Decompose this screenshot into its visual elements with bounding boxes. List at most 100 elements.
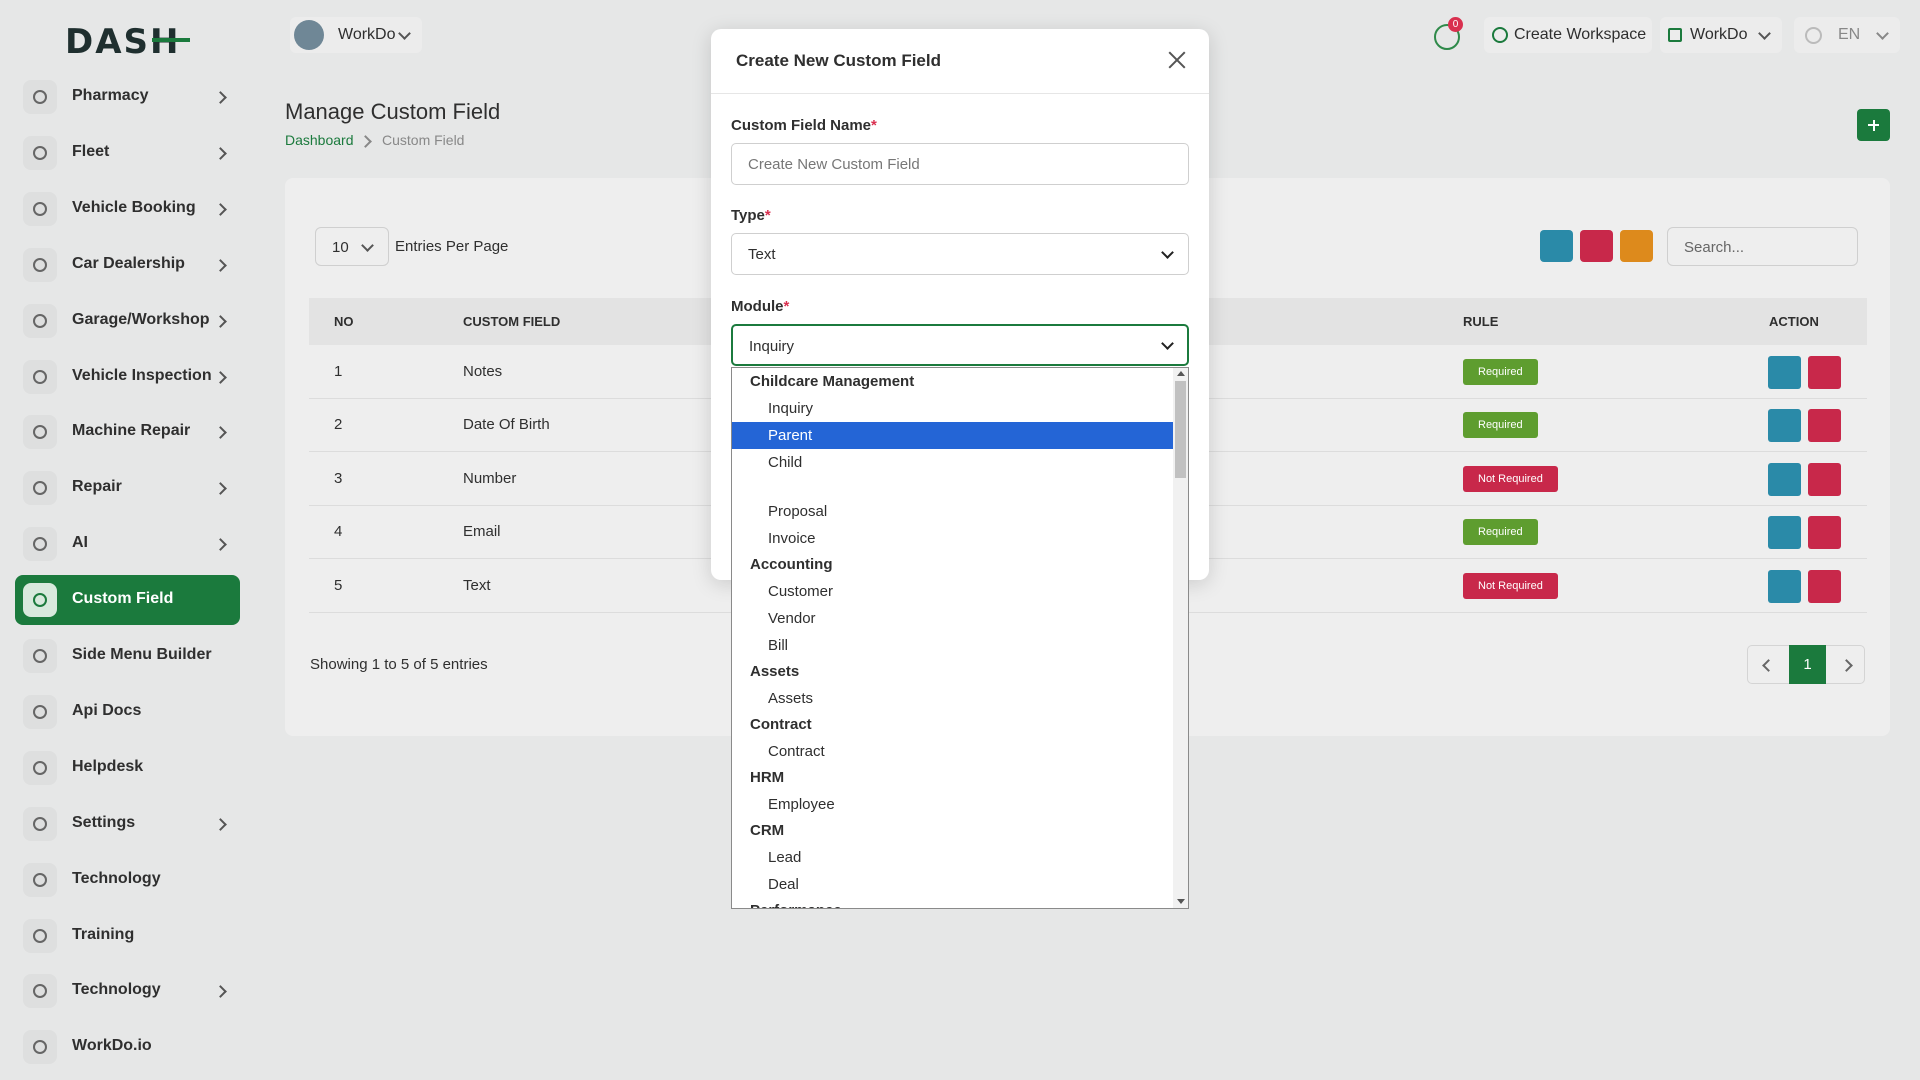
column-header: RULE: [1463, 314, 1499, 329]
sidebar-item[interactable]: Technology: [15, 966, 240, 1016]
rule-badge: Required: [1463, 519, 1538, 546]
option-group-spacer: [732, 476, 1173, 498]
dropdown-option[interactable]: Bill: [768, 637, 789, 654]
notification-count: 0: [1448, 17, 1463, 32]
edit-button[interactable]: [1768, 516, 1801, 550]
language-menu[interactable]: EN: [1794, 17, 1900, 53]
sidebar-label: Pharmacy: [72, 87, 149, 104]
sidebar-item[interactable]: AI: [15, 519, 240, 569]
sidebar-label: Settings: [72, 813, 136, 831]
plus-v: [1872, 119, 1875, 131]
chevron-icon: [214, 91, 227, 104]
chevron-icon: [359, 135, 372, 148]
row-number: 1: [334, 363, 343, 380]
delete-button[interactable]: [1808, 409, 1841, 443]
delete-button[interactable]: [1808, 516, 1841, 550]
chevron-icon: [1758, 27, 1771, 40]
sidebar-label: Vehicle Booking: [72, 198, 196, 216]
required-mark: *: [764, 207, 771, 224]
dropdown-option[interactable]: Invoice: [768, 530, 816, 547]
grid-icon: [1668, 28, 1682, 42]
workspace-menu[interactable]: WorkDo: [1660, 17, 1782, 53]
field-value: Text: [748, 246, 776, 263]
sidebar-icon-glyph: [33, 90, 47, 104]
sidebar-icon-glyph: [33, 872, 47, 887]
breadcrumb-link[interactable]: Dashboard: [285, 132, 354, 148]
workspace-switcher[interactable]: WorkDo: [290, 17, 422, 53]
dropdown-option[interactable]: Vendor: [768, 610, 816, 627]
edit-button[interactable]: [1768, 569, 1801, 603]
option-group-label: Contract: [750, 716, 812, 733]
page-current[interactable]: 1: [1789, 645, 1826, 684]
field-input[interactable]: Text: [731, 233, 1189, 275]
add-button[interactable]: [1857, 109, 1890, 141]
sidebar-label: Api Docs: [72, 701, 142, 719]
close-button[interactable]: [1167, 50, 1187, 70]
export-button[interactable]: [1540, 230, 1573, 262]
dropdown-option[interactable]: Customer: [768, 583, 834, 600]
dropdown-option[interactable]: Deal: [768, 876, 799, 893]
delete-button[interactable]: [1808, 356, 1841, 389]
sidebar-item[interactable]: Vehicle Inspection: [15, 352, 240, 402]
chevron-icon: [1840, 659, 1853, 672]
dropdown-option[interactable]: Contract: [768, 743, 825, 760]
option-group-label: Performance: [732, 898, 1173, 908]
sidebar-item[interactable]: Technology: [15, 855, 240, 905]
sidebar-item[interactable]: WorkDo.io: [15, 1022, 240, 1072]
chevron-icon: [214, 258, 227, 272]
sidebar-item[interactable]: Training: [15, 911, 240, 961]
column-header: ACTION: [1769, 314, 1819, 329]
modal-title: Create New Custom Field: [736, 51, 941, 70]
field-label: Custom Field Name*: [731, 117, 877, 134]
dropdown-option[interactable]: Employee: [768, 796, 835, 813]
field-value: Create New Custom Field: [748, 156, 920, 173]
dropdown-list: Childcare Management Inquiry Parent Child Pr…: [732, 369, 1173, 908]
sidebar-item[interactable]: Car Dealership: [15, 240, 240, 290]
dropdown-option[interactable]: Parent: [732, 422, 1173, 449]
sort-icon: [1439, 314, 1447, 326]
sidebar-item[interactable]: Machine Repair: [15, 407, 240, 457]
dropdown-option[interactable]: Inquiry: [768, 400, 814, 417]
sidebar-item[interactable]: Vehicle Booking: [15, 184, 240, 234]
row-field-name: Number: [463, 469, 517, 487]
sidebar-item[interactable]: Api Docs: [15, 687, 240, 737]
table-info: Showing 1 to 5 of 5 entries: [310, 656, 488, 673]
sidebar-icon-glyph: [33, 369, 47, 384]
search-input[interactable]: Search...: [1667, 227, 1858, 266]
dropdown-option[interactable]: Child: [768, 454, 803, 471]
sidebar-label: Machine Repair: [72, 422, 191, 440]
delete-button[interactable]: [1808, 462, 1841, 496]
dropdown-option[interactable]: Proposal: [768, 503, 828, 520]
field-value: Inquiry: [749, 338, 795, 355]
workspace-menu-label: WorkDo: [1690, 26, 1748, 43]
field-input[interactable]: Inquiry: [731, 324, 1189, 366]
chevron-icon: [361, 239, 374, 252]
sidebar-icon-glyph: [33, 313, 47, 328]
chevron-icon: [214, 147, 227, 160]
dropdown-option[interactable]: Assets: [768, 690, 814, 707]
sidebar-item[interactable]: Custom Field: [15, 575, 240, 626]
page-length-select[interactable]: 10: [315, 227, 389, 266]
edit-button[interactable]: [1768, 356, 1801, 389]
sidebar-icon-glyph: [33, 760, 47, 775]
sidebar-item[interactable]: Repair: [15, 463, 240, 513]
reset-button[interactable]: [1580, 230, 1613, 262]
edit-button[interactable]: [1768, 409, 1801, 443]
create-workspace-button[interactable]: Create Workspace: [1484, 17, 1652, 53]
sidebar-icon-glyph: [33, 1040, 47, 1055]
dropdown-option[interactable]: Lead: [768, 849, 802, 866]
sidebar-icon-glyph: [33, 704, 47, 719]
sidebar-item[interactable]: Pharmacy: [15, 72, 240, 122]
edit-button[interactable]: [1768, 462, 1801, 496]
row-number: 2: [334, 416, 343, 434]
sidebar-label: Repair: [72, 478, 122, 496]
sidebar-item[interactable]: Side Menu Builder: [15, 631, 240, 681]
field-input[interactable]: Create New Custom Field: [731, 143, 1189, 185]
sidebar-item[interactable]: Settings: [15, 799, 240, 849]
sidebar-item[interactable]: Helpdesk: [15, 743, 240, 793]
notification-button[interactable]: [1434, 24, 1460, 50]
sidebar-item[interactable]: Fleet: [15, 128, 240, 178]
sidebar-item[interactable]: Garage/Workshop: [15, 296, 240, 346]
refresh-button[interactable]: [1620, 230, 1653, 262]
delete-button[interactable]: [1808, 569, 1841, 603]
